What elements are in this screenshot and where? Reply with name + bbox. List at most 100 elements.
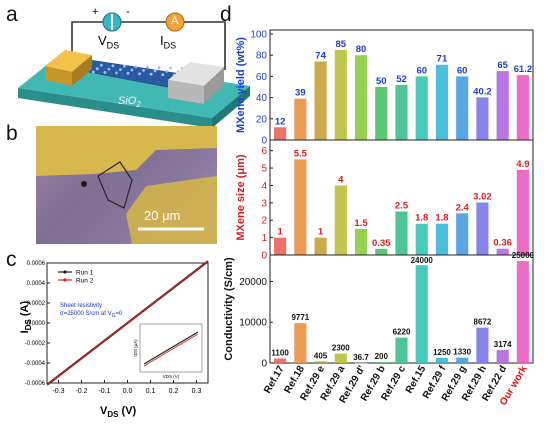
iv-note-2-text: σ=25000 S/cm at V xyxy=(60,311,112,317)
scalebar-label: 20 μm xyxy=(144,208,181,223)
subplot-ylabel: MXene yield (wt%) xyxy=(235,37,247,133)
bar-ref-18 xyxy=(294,323,307,363)
panel-c-letter: c xyxy=(6,248,17,271)
y-tick-label: 60 xyxy=(256,72,268,83)
data-label: 85 xyxy=(336,39,347,50)
bar-ref-29-c xyxy=(395,84,408,140)
y-tick-label: 0.0002 xyxy=(27,301,46,307)
minus-sign: - xyxy=(126,6,130,18)
gold-electrode xyxy=(45,50,92,72)
data-label: 2.5 xyxy=(395,201,409,212)
bar-our-work xyxy=(516,75,529,140)
bar-ref-29-h xyxy=(476,202,489,255)
y-tick-label: 20 xyxy=(256,114,268,125)
data-label: 24000 xyxy=(411,256,434,265)
lattice-atom xyxy=(130,68,134,72)
lattice-atom xyxy=(99,63,103,67)
iv-note-1: Sheet resistivity xyxy=(60,303,103,309)
bar-ref-29-h xyxy=(476,327,489,363)
ammeter-icon xyxy=(165,12,185,32)
gold-electrode-side xyxy=(72,55,92,86)
bar-ref-15 xyxy=(415,76,428,140)
y-tick-label: 40 xyxy=(256,93,268,104)
data-label: 12 xyxy=(275,116,286,127)
lattice-atom xyxy=(103,71,107,74)
y-tick-label: 5 xyxy=(261,164,267,175)
bar-ref-29-g xyxy=(456,357,469,363)
gold-electrode-front xyxy=(45,66,72,86)
lattice-atom xyxy=(95,67,99,71)
lattice-atom xyxy=(126,71,130,75)
data-label: 50 xyxy=(376,76,387,87)
lattice-atom xyxy=(119,68,122,71)
data-label: 200 xyxy=(375,352,389,361)
iv-xlabel-letter: V xyxy=(100,405,108,417)
ids-sub: DS xyxy=(163,40,177,51)
data-label: 1 xyxy=(277,227,283,238)
bar-ref-18 xyxy=(294,159,307,255)
ammeter-letter: A xyxy=(171,15,179,27)
lattice-atom xyxy=(115,71,118,75)
lattice-atom xyxy=(165,69,169,73)
bar-ref-29-e xyxy=(314,237,327,255)
bar-ref-29-g xyxy=(456,76,469,140)
lattice-atom xyxy=(161,73,165,77)
ids-letter: I xyxy=(160,33,164,48)
y-tick-label: 20000 xyxy=(239,277,267,288)
data-label: 5.5 xyxy=(294,148,308,159)
substrate-side xyxy=(212,86,250,128)
data-label: 9771 xyxy=(291,313,309,322)
y-tick-label: 0 xyxy=(261,136,267,147)
panel-d-letter: d xyxy=(220,3,232,26)
data-label: 3174 xyxy=(494,340,512,349)
bar-ref-22-d xyxy=(496,248,509,255)
bar-ref-29-e xyxy=(314,361,327,363)
y-tick-label: -0.0002 xyxy=(25,341,46,347)
bar-ref-29-h xyxy=(476,97,489,140)
y-tick-label: 3 xyxy=(261,198,267,209)
y-tick-label: 6 xyxy=(261,146,267,157)
substrate-label: SiO2 xyxy=(118,95,141,109)
vds-sub: DS xyxy=(106,40,120,51)
micrograph-features xyxy=(36,126,217,244)
optical-micrograph: 20 μm xyxy=(36,126,217,244)
data-label: 52 xyxy=(396,74,407,85)
data-label: 1.8 xyxy=(415,213,428,224)
data-label: 6220 xyxy=(393,328,411,337)
panel-b-letter: b xyxy=(6,122,18,145)
panel-a-letter: a xyxy=(6,3,18,26)
bar-ref-29-c xyxy=(395,211,408,255)
data-label: 2.4 xyxy=(456,202,470,213)
iv-xlabel-sub: DS xyxy=(107,410,119,420)
bar-ref-17 xyxy=(274,237,287,255)
bar-ref-29-b xyxy=(375,248,388,255)
y-tick-label: 2 xyxy=(261,216,267,227)
x-tick-label: -0.3 xyxy=(52,388,64,395)
subplot-ylabel: MXene size (μm) xyxy=(235,154,247,241)
legend-marker xyxy=(63,278,67,282)
lattice-atom xyxy=(149,72,153,76)
data-label: 1100 xyxy=(271,349,289,358)
vds-label: VDS xyxy=(98,33,119,51)
iv-note-2-sub: G xyxy=(111,313,116,320)
lattice-atom xyxy=(138,72,142,76)
lattice-atom xyxy=(107,67,111,71)
bar-ref-29-b xyxy=(375,362,388,363)
data-label: 60 xyxy=(457,65,468,76)
silver-electrode-front xyxy=(168,80,204,104)
legend-label: Run 2 xyxy=(76,278,94,285)
x-tick-label: 0.0 xyxy=(123,388,133,395)
y-tick-label: 0 xyxy=(261,251,267,262)
y-tick-label: 1 xyxy=(261,233,267,244)
data-label: 2300 xyxy=(332,344,350,353)
bar-ref-17 xyxy=(274,127,287,140)
iv-note-2: σ=25000 S/cm at VG=0 xyxy=(60,311,122,319)
data-label: 0.36 xyxy=(493,238,512,249)
substrate-sub: 2 xyxy=(136,100,141,110)
iv-xlabel: VDS (V) xyxy=(100,405,136,419)
y-tick-label: 0.0000 xyxy=(27,321,46,327)
data-label: 1330 xyxy=(453,348,471,357)
bar-ref-22-d xyxy=(496,350,509,363)
series-line-2 xyxy=(46,260,209,386)
